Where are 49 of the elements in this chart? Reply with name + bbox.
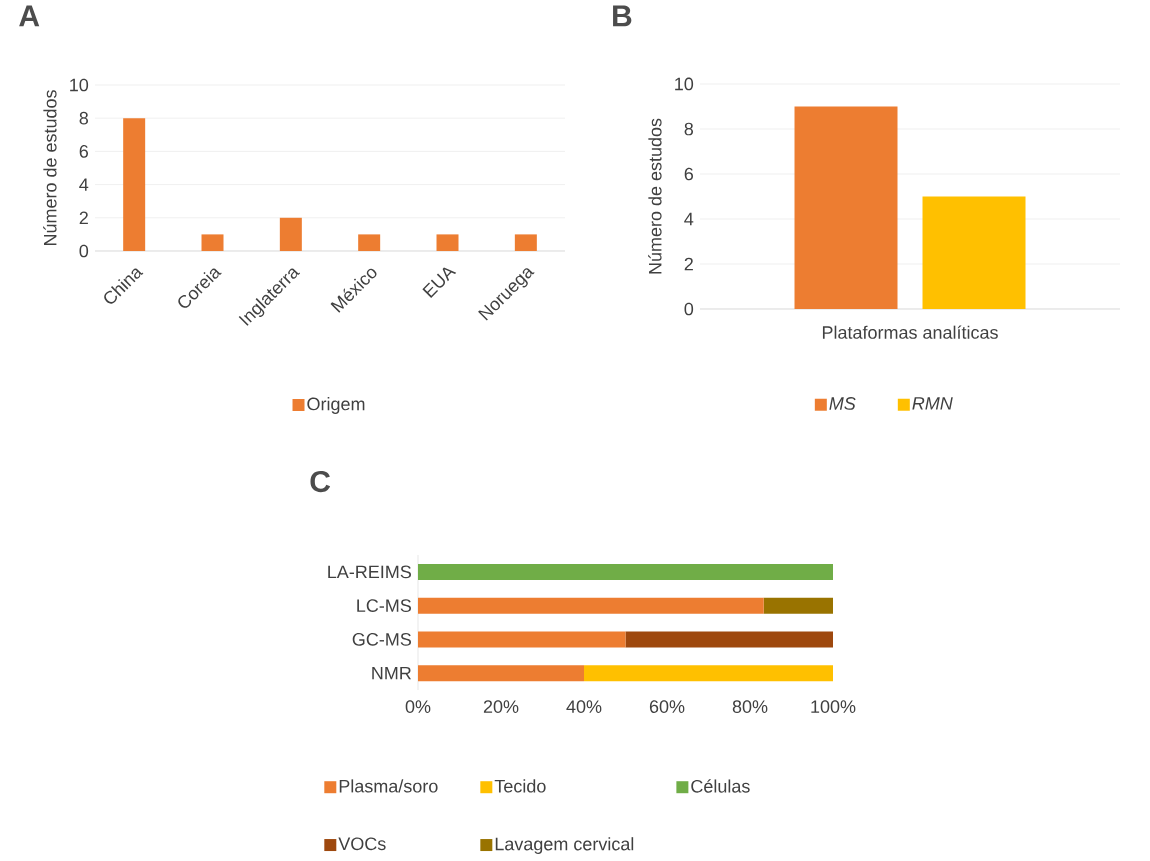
y-axis-title: Número de estudos [648,118,662,274]
y-tick-label: 8 [79,111,89,125]
bar [625,631,834,648]
bar [584,665,834,682]
bar [418,631,626,648]
x-tick-label: 100% [811,700,856,713]
y-tick-label: 0 [684,302,694,316]
legend-label: Tecido [494,779,546,793]
bar [279,217,302,251]
legend-label: Origem [307,397,365,414]
legend-label: VOCs [338,837,386,851]
y-tick-label: 4 [684,212,694,226]
y-tick-label: 10 [70,78,89,92]
bar [418,563,834,580]
x-tick-label: 20% [483,700,519,713]
x-tick-label: Plataformas analíticas [822,325,998,339]
x-tick-label: 40% [566,700,602,713]
x-tick-label: 80% [732,700,768,713]
y-tick-label: LC-MS [357,599,411,612]
bar [418,665,585,682]
y-tick-label: 0 [79,244,89,258]
x-tick-label: 0% [405,700,431,713]
y-tick-label: 6 [684,167,694,181]
bar [201,234,224,251]
bar [514,234,537,251]
y-tick-label: NMR [372,666,411,680]
y-tick-label: 8 [684,122,694,136]
x-tick-label: 60% [649,700,685,713]
legend-label: MS [829,397,856,410]
y-tick-label: GC-MS [352,633,411,646]
y-tick-label: 2 [79,211,88,225]
legend-label: RMN [912,397,953,410]
y-tick-label: 4 [79,178,89,191]
bar [358,234,381,251]
bar [436,234,459,251]
y-tick-label: 2 [684,257,693,271]
chart-title: A [19,5,40,27]
y-axis-title: Número de estudos [43,90,57,246]
chart-title: B [613,5,632,27]
y-tick-label: 10 [675,77,694,91]
chart-title: C [310,470,331,493]
y-tick-label: 6 [79,145,89,158]
bar [763,597,834,614]
legend-label: Plasma/soro [339,779,438,793]
bar [123,118,146,251]
legend-label: Lavagem cervical [495,837,634,854]
legend-label: Células [691,779,750,793]
y-tick-label: LA-REIMS [328,565,411,579]
bar [418,597,764,614]
